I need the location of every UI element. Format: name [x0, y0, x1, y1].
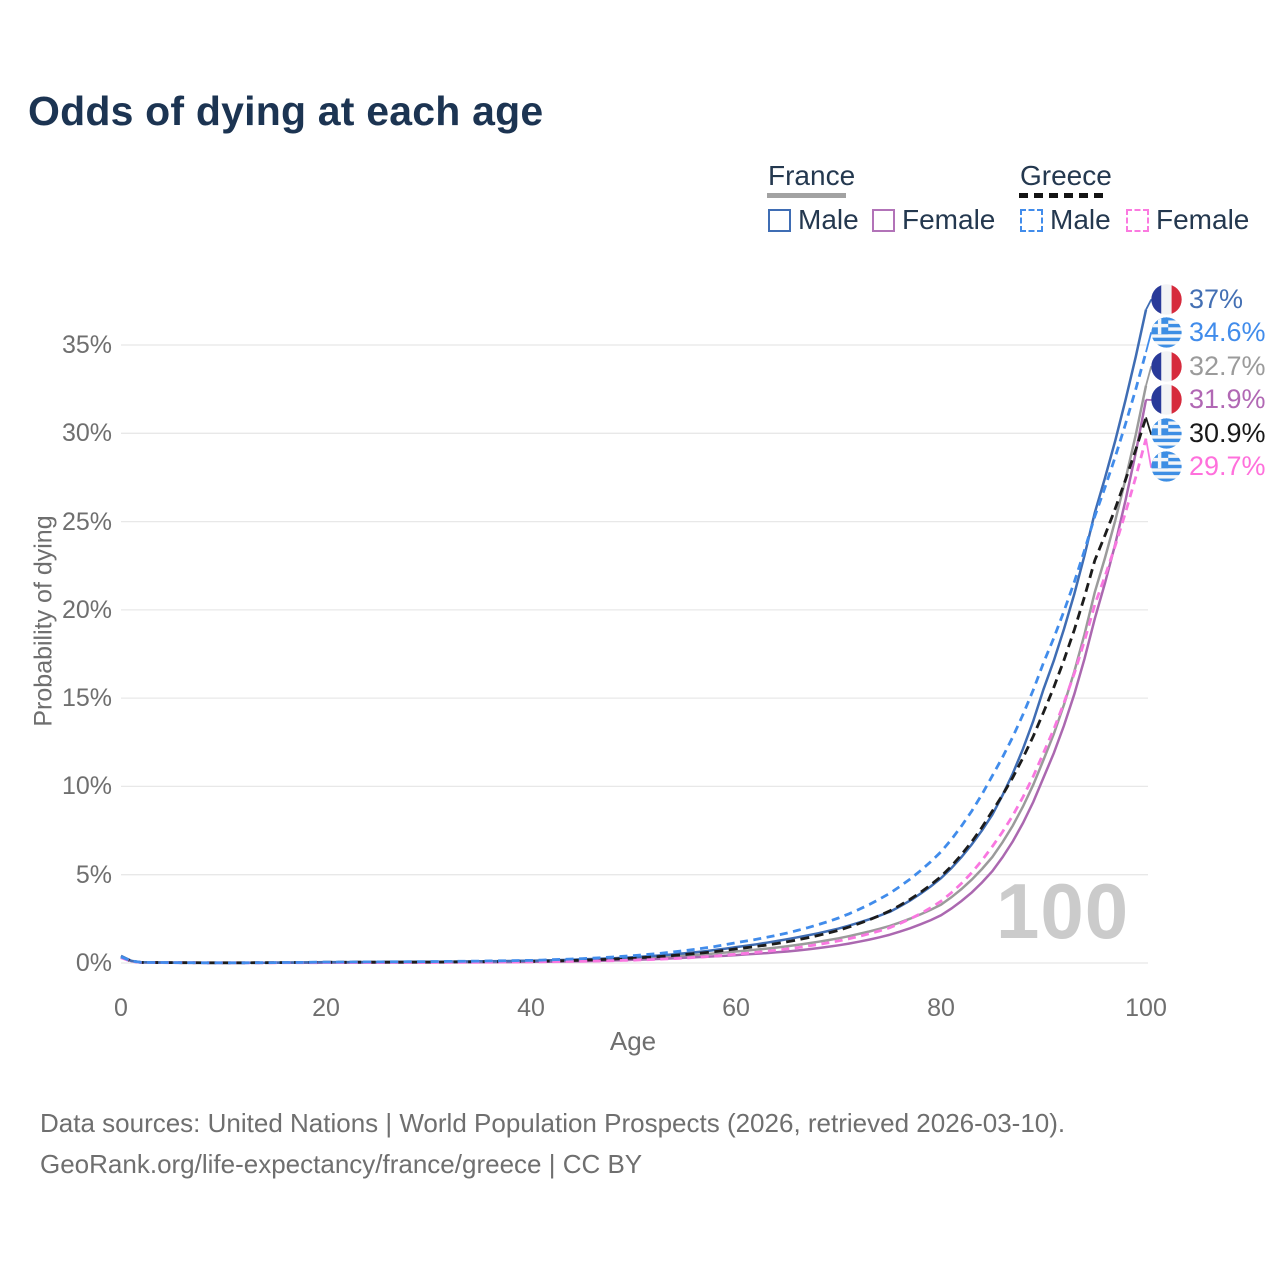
end-value: 29.7% — [1189, 451, 1266, 481]
greece-flag-icon — [1151, 451, 1182, 482]
legend-france-line-sample — [767, 193, 846, 198]
line-france-male — [120, 309, 1148, 965]
france-flag-icon — [1151, 384, 1182, 415]
legend-label-france-male[interactable]: Male — [798, 204, 859, 235]
y-tick-20: 20% — [61, 596, 112, 624]
x-tick-100: 100 — [1125, 994, 1167, 1022]
x-tick-80: 80 — [927, 994, 955, 1022]
legend-swatch-greece-female[interactable] — [1126, 208, 1149, 232]
x-tick-60: 60 — [722, 994, 750, 1022]
y-tick-30: 30% — [61, 419, 112, 447]
age-watermark: 100 — [996, 867, 1130, 955]
y-tick-5: 5% — [75, 861, 112, 889]
x-tick-20: 20 — [312, 994, 340, 1022]
line-greece-male — [120, 351, 1148, 965]
legend-item-greece-female[interactable]: Female — [1126, 204, 1249, 236]
end-value: 37% — [1189, 284, 1244, 314]
end-value: 31.9% — [1189, 384, 1266, 414]
end-value: 32.7% — [1189, 351, 1266, 381]
line-greece-total — [120, 416, 1148, 965]
legend-label-greece-male[interactable]: Male — [1050, 204, 1111, 235]
y-tick-10: 10% — [61, 772, 112, 800]
x-tick-40: 40 — [517, 994, 545, 1022]
page-title: Odds of dying at each age — [28, 88, 544, 134]
y-tick-0: 0% — [75, 949, 112, 977]
x-tick-0: 0 — [114, 994, 128, 1022]
legend-item-greece-male[interactable]: Male — [1020, 204, 1111, 236]
legend-label-greece-female[interactable]: Female — [1156, 204, 1250, 235]
y-tick-25: 25% — [61, 508, 112, 536]
end-label-france-total: 32.7% — [1151, 351, 1266, 382]
greece-flag-icon — [1151, 418, 1182, 449]
end-value: 30.9% — [1189, 418, 1266, 448]
legend-group-france-label: France — [768, 160, 856, 191]
end-label-france-female: 31.9% — [1151, 384, 1266, 415]
y-tick-15: 15% — [61, 684, 112, 712]
line-greece-female — [120, 438, 1148, 965]
legend-group-greece-label: Greece — [1020, 160, 1112, 191]
data-sources-note: Data sources: United Nations | World Pop… — [40, 1108, 1066, 1138]
legend-greece-line-sample — [1019, 193, 1105, 198]
end-value: 34.6% — [1189, 317, 1266, 347]
legend-swatch-greece-male[interactable] — [1020, 208, 1043, 232]
line-france-female — [120, 399, 1148, 965]
end-label-france-male: 37% — [1151, 284, 1243, 315]
legend-swatch-france-male[interactable] — [768, 208, 791, 232]
end-label-greece-female: 29.7% — [1151, 451, 1266, 482]
line-france-total — [120, 385, 1148, 965]
greece-flag-icon — [1151, 317, 1182, 348]
end-label-greece-male: 34.6% — [1151, 317, 1266, 348]
end-label-greece-total: 30.9% — [1151, 418, 1266, 449]
attribution-note: GeoRank.org/life-expectancy/france/greec… — [40, 1149, 643, 1179]
x-axis-title: Age — [609, 1026, 657, 1056]
y-axis-title: Probability of dying — [29, 515, 58, 727]
legend-swatch-france-female[interactable] — [872, 208, 895, 232]
y-tick-35: 35% — [61, 331, 112, 359]
legend-item-france-male[interactable]: Male — [768, 204, 859, 236]
france-flag-icon — [1151, 351, 1182, 382]
france-flag-icon — [1151, 284, 1182, 315]
legend-item-france-female[interactable]: Female — [872, 204, 995, 236]
legend-label-france-female[interactable]: Female — [902, 204, 996, 235]
